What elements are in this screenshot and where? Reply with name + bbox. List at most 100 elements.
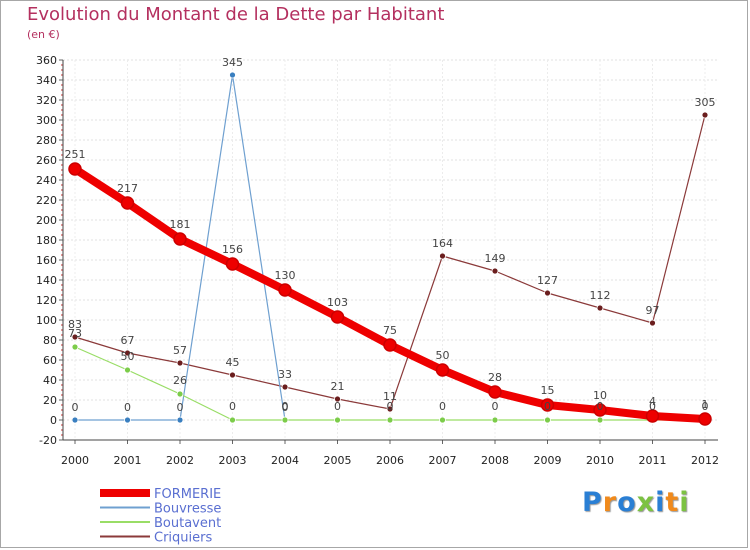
data-point-criquiers <box>229 371 236 379</box>
data-label-boutavent: 73 <box>68 327 82 340</box>
y-minor-tick <box>61 304 63 306</box>
data-label-criquiers: 67 <box>121 334 135 347</box>
data-label-criquiers: 57 <box>173 344 187 357</box>
y-minor-tick <box>61 64 63 66</box>
data-point-formerie <box>173 232 187 246</box>
x-tick-label: 2002 <box>166 454 194 467</box>
data-label-criquiers: 33 <box>278 368 292 381</box>
y-minor-tick <box>61 424 63 426</box>
x-tick-label: 2003 <box>219 454 247 467</box>
data-point-boutavent <box>176 390 184 398</box>
x-tick-label: 2010 <box>586 454 614 467</box>
y-minor-tick <box>61 384 63 386</box>
y-minor-tick <box>61 184 63 186</box>
data-point-criquiers <box>439 252 446 260</box>
y-minor-tick <box>61 164 63 166</box>
data-label-formerie: 4 <box>649 395 656 408</box>
data-point-formerie <box>330 310 345 324</box>
data-label-boutavent: 26 <box>173 374 187 387</box>
y-minor-tick <box>61 234 63 236</box>
data-point-formerie <box>593 403 607 417</box>
data-label-criquiers: 21 <box>331 380 345 393</box>
y-minor-tick <box>61 389 63 391</box>
data-label-boutavent: 0 <box>334 400 341 413</box>
x-tick-label: 2004 <box>271 454 299 467</box>
y-minor-tick <box>61 104 63 106</box>
y-minor-tick <box>61 314 63 316</box>
y-minor-tick <box>61 334 63 336</box>
data-label-formerie: 15 <box>541 384 555 397</box>
y-tick-label: 300 <box>36 114 57 127</box>
y-minor-tick <box>61 189 63 191</box>
data-label-formerie: 217 <box>117 182 138 195</box>
data-label-boutavent: 0 <box>439 400 446 413</box>
data-point-formerie <box>540 398 555 412</box>
data-label-bouvresse: 345 <box>222 56 243 69</box>
data-label-formerie: 1 <box>702 398 709 411</box>
y-minor-tick <box>61 414 63 416</box>
data-label-bouvresse: 0 <box>124 401 131 414</box>
x-tick-label: 2008 <box>481 454 509 467</box>
data-label-criquiers: 127 <box>537 274 558 287</box>
y-minor-tick <box>61 274 63 276</box>
y-minor-tick <box>61 204 63 206</box>
proxiti-logo: Proxiti <box>582 487 690 518</box>
y-minor-tick <box>61 264 63 266</box>
y-tick-label: 320 <box>36 94 57 107</box>
y-minor-tick <box>61 289 63 291</box>
data-point-criquiers <box>124 349 131 357</box>
y-minor-tick <box>61 74 63 76</box>
y-minor-tick <box>61 294 63 296</box>
data-point-bouvresse <box>176 416 184 424</box>
data-label-criquiers: 164 <box>432 237 453 250</box>
data-label-formerie: 10 <box>593 389 607 402</box>
y-minor-tick <box>61 354 63 356</box>
data-point-boutavent <box>491 416 499 424</box>
y-minor-tick <box>61 429 63 431</box>
chart-title: Evolution du Montant de la Dette par Hab… <box>27 4 445 25</box>
y-minor-tick <box>61 249 63 251</box>
data-point-boutavent <box>71 343 79 351</box>
y-minor-tick <box>61 114 63 116</box>
data-label-formerie: 181 <box>170 218 191 231</box>
data-label-bouvresse: 0 <box>177 401 184 414</box>
y-minor-tick <box>61 94 63 96</box>
y-tick-label: 360 <box>36 54 57 67</box>
x-tick-label: 2012 <box>691 454 719 467</box>
data-point-formerie <box>435 363 450 377</box>
data-label-criquiers: 97 <box>646 304 660 317</box>
chart-unit-label: (en €) <box>27 28 60 41</box>
data-point-criquiers <box>281 383 289 391</box>
data-point-criquiers <box>71 333 79 341</box>
y-minor-tick <box>61 269 63 271</box>
x-tick-label: 2001 <box>114 454 142 467</box>
y-tick-label: -20 <box>39 434 57 447</box>
data-label-formerie: 103 <box>327 296 348 309</box>
data-point-criquiers <box>491 267 499 275</box>
legend-label-criquiers: Criquiers <box>154 531 212 546</box>
data-label-boutavent: 0 <box>492 400 499 413</box>
y-tick-label: 200 <box>36 214 57 227</box>
data-point-formerie <box>645 409 660 423</box>
y-minor-tick <box>61 369 63 371</box>
y-minor-tick <box>61 324 63 326</box>
y-tick-label: 180 <box>36 234 57 247</box>
data-point-formerie <box>278 283 292 297</box>
y-minor-tick <box>61 169 63 171</box>
y-minor-tick <box>61 129 63 131</box>
y-tick-label: 340 <box>36 74 57 87</box>
x-tick-label: 2000 <box>61 454 89 467</box>
y-minor-tick <box>61 284 63 286</box>
legend-label-bouvresse: Bouvresse <box>154 502 221 517</box>
data-label-boutavent: 0 <box>229 400 236 413</box>
data-point-boutavent <box>544 416 551 424</box>
y-minor-tick <box>61 309 63 311</box>
y-tick-label: 80 <box>43 334 57 347</box>
y-tick-label: 280 <box>36 134 57 147</box>
data-point-formerie <box>68 162 82 176</box>
data-label-formerie: 130 <box>275 269 296 282</box>
y-tick-label: 260 <box>36 154 57 167</box>
y-minor-tick <box>61 329 63 331</box>
data-point-bouvresse <box>229 71 236 79</box>
